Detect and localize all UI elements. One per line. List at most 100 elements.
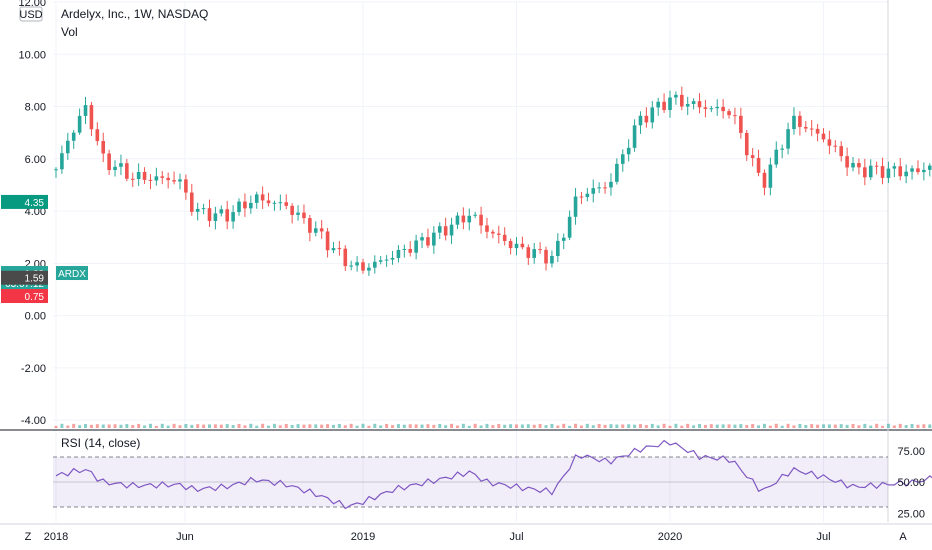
candle-body — [744, 132, 749, 156]
volume-bar — [432, 424, 436, 428]
candle-body — [780, 148, 784, 150]
volume-bar — [621, 424, 625, 428]
auto-scale-icon[interactable]: A — [899, 531, 907, 543]
candle-body — [573, 196, 578, 217]
candle-body — [579, 196, 584, 198]
candle-body — [384, 259, 389, 261]
candle-body — [615, 163, 619, 182]
candle-body — [721, 106, 725, 112]
volume-bar — [290, 424, 294, 428]
volume-bar — [255, 425, 259, 428]
volume-bar — [562, 423, 566, 428]
volume-bar — [385, 423, 389, 428]
timezone-icon[interactable]: Z — [25, 531, 32, 543]
volume-bar — [125, 424, 129, 428]
ticker-badge-label: ARDX — [58, 269, 86, 280]
volume-bar — [190, 424, 194, 428]
volume-bar — [798, 423, 802, 428]
candle-body — [308, 218, 312, 233]
candle-body — [130, 178, 135, 180]
volume-bar — [154, 425, 158, 428]
candle-body — [520, 243, 525, 248]
volume-bar — [638, 424, 642, 428]
x-tick-label: 2019 — [351, 531, 375, 543]
volume-bar — [396, 424, 400, 428]
candle-body — [514, 243, 519, 249]
candle-body — [674, 94, 678, 98]
candle-body — [585, 193, 590, 198]
currency-label: USD — [19, 9, 42, 21]
candle-body — [922, 169, 926, 173]
candle-body — [355, 262, 359, 266]
volume-bar — [721, 424, 725, 428]
candle-body — [632, 125, 637, 148]
volume-bar — [84, 424, 88, 428]
candle-body — [331, 248, 336, 251]
candle-body — [207, 208, 212, 221]
rsi-tick-label: 25.00 — [897, 508, 925, 520]
volume-bar — [715, 424, 719, 428]
x-tick-label: 2018 — [44, 531, 68, 543]
volume-bar — [184, 423, 188, 428]
candle-body — [798, 115, 802, 127]
candle-body — [680, 94, 684, 107]
volume-bar — [485, 423, 489, 428]
candle-body — [809, 128, 814, 130]
volume-bar — [278, 425, 282, 428]
volume-bar — [438, 423, 442, 428]
volume-bar — [272, 423, 276, 428]
volume-bar — [910, 424, 914, 428]
volume-bar — [302, 424, 306, 428]
candle-body — [886, 168, 891, 178]
volume-bar — [644, 425, 648, 428]
volume-bar — [597, 423, 601, 428]
volume-bar — [662, 423, 666, 428]
volume-bar — [66, 425, 70, 428]
volume-bar — [650, 423, 654, 428]
rsi-line — [55, 439, 932, 510]
volume-bar — [320, 424, 324, 428]
candle-body — [727, 111, 731, 116]
volume-bar — [249, 423, 253, 428]
candle-body — [709, 108, 714, 110]
volume-bar — [367, 425, 371, 428]
candle-body — [556, 240, 560, 256]
candle-body — [697, 101, 702, 108]
volume-bar — [261, 423, 265, 428]
candle-body — [243, 201, 247, 209]
candle-body — [337, 248, 342, 250]
volume-bar — [515, 424, 518, 428]
candle-body — [231, 212, 235, 222]
volume-bar — [379, 425, 383, 428]
candle-body — [508, 240, 513, 249]
volume-bar — [857, 425, 861, 428]
volume-bar — [343, 425, 347, 428]
candle-body — [237, 201, 241, 213]
volume-bar — [786, 423, 790, 428]
volume-bar — [178, 425, 182, 428]
candle-body — [71, 132, 76, 141]
volume-bar — [444, 425, 448, 428]
rsi-series-line — [55, 439, 932, 510]
volume-bar — [568, 425, 572, 428]
candle-body — [83, 105, 88, 116]
candle-body — [626, 147, 631, 155]
candle-body — [845, 156, 849, 168]
volume-bar — [225, 424, 229, 428]
candle-body — [166, 177, 170, 181]
candle-body — [650, 107, 655, 123]
volume-bar — [591, 425, 595, 428]
candle-body — [136, 171, 141, 180]
candle-body — [774, 149, 779, 165]
candle-body — [390, 257, 395, 260]
volume-bar — [928, 424, 932, 428]
candle-body — [408, 248, 413, 253]
candle-body — [219, 209, 224, 214]
volume-bar — [698, 423, 702, 428]
candle-body — [892, 166, 897, 169]
candle-body — [561, 237, 566, 241]
candle-body — [290, 205, 294, 215]
candle-body — [432, 232, 436, 246]
volume-bar — [692, 425, 696, 428]
